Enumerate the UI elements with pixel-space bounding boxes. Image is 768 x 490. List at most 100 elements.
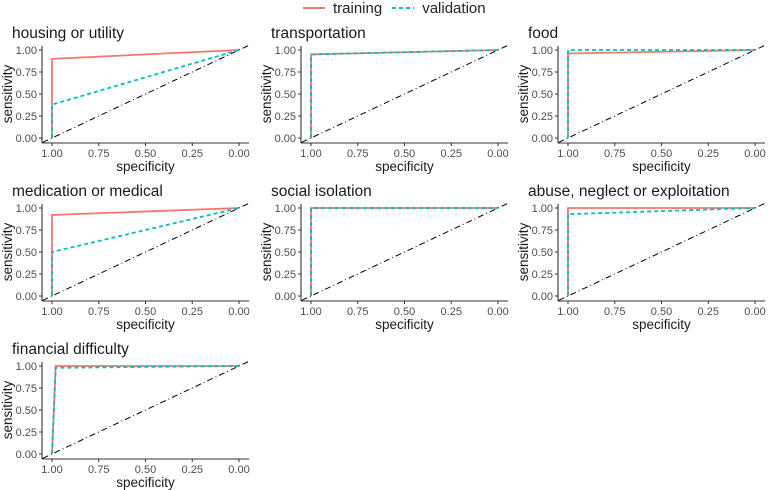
reference-diagonal	[42, 203, 249, 301]
y-tick-label: 0.50	[532, 89, 553, 101]
legend-key-validation	[392, 7, 415, 9]
roc-curve-validation	[51, 365, 240, 455]
x-tick-label: 0.00	[228, 148, 249, 160]
x-tick-label: 0.00	[487, 306, 508, 318]
x-axis-title: specificity	[632, 159, 691, 174]
x-tick-label: 0.25	[182, 306, 203, 318]
y-tick-label: 0.00	[16, 133, 37, 145]
x-axis-title: specificity	[116, 317, 175, 332]
legend-label-validation: validation	[422, 0, 486, 17]
x-tick-label: 0.50	[135, 148, 156, 160]
y-tick-label: 0.25	[16, 111, 37, 123]
x-axis-title: specificity	[375, 159, 434, 174]
y-tick-label: 1.00	[532, 203, 553, 215]
y-tick-label: 0.25	[532, 269, 553, 281]
x-tick-label: 1.00	[557, 148, 578, 160]
y-tick-label: 0.75	[16, 383, 37, 395]
y-tick-label: 1.00	[532, 45, 553, 57]
panel-financial-difficulty: financial difficulty 0.00 0.25 0.50 0.75 1.00…	[0, 341, 250, 490]
y-axis-title: sensitivity	[516, 64, 531, 123]
x-tick-label: 0.25	[698, 306, 719, 318]
y-tick-label: 0.00	[275, 291, 296, 303]
panel-title: transportation	[271, 25, 366, 42]
reference-diagonal	[301, 203, 508, 301]
y-tick-label: 0.25	[16, 427, 37, 439]
y-tick-label: 0.75	[16, 67, 37, 79]
y-tick-label: 1.00	[275, 45, 296, 57]
x-tick-label: 1.00	[300, 306, 321, 318]
x-tick-label: 1.00	[41, 464, 62, 476]
y-tick-label: 0.25	[275, 269, 296, 281]
x-axis-title: specificity	[116, 475, 175, 490]
y-tick-label: 1.00	[16, 203, 37, 215]
x-tick-label: 1.00	[557, 306, 578, 318]
reference-diagonal	[42, 361, 249, 459]
x-tick-label: 0.50	[651, 148, 672, 160]
y-tick-label: 0.75	[275, 225, 296, 237]
x-tick-label: 0.75	[347, 148, 368, 160]
x-tick-label: 0.50	[651, 306, 672, 318]
panel-food: food 0.00 0.25 0.50 0.75 1.00 1.00 0.75 0.50 0.25…	[516, 25, 766, 174]
y-tick-label: 0.00	[275, 133, 296, 145]
y-tick-label: 0.50	[275, 89, 296, 101]
x-tick-label: 0.75	[88, 306, 109, 318]
roc-curve-validation	[51, 207, 240, 296]
panel-title: medication or medical	[12, 183, 163, 200]
y-tick-label: 0.50	[275, 247, 296, 259]
y-tick-label: 0.25	[532, 111, 553, 123]
x-axis-title: specificity	[632, 317, 691, 332]
legend: training validation	[303, 0, 496, 17]
x-tick-label: 0.25	[182, 148, 203, 160]
x-tick-label: 0.00	[228, 306, 249, 318]
legend-key-training	[303, 7, 325, 9]
y-tick-label: 0.00	[532, 133, 553, 145]
x-tick-label: 0.00	[487, 148, 508, 160]
x-tick-label: 0.25	[698, 148, 719, 160]
panel-title: housing or utility	[12, 25, 124, 42]
y-tick-label: 1.00	[16, 361, 37, 373]
reference-diagonal	[558, 203, 765, 301]
y-tick-label: 0.25	[16, 269, 37, 281]
x-tick-label: 0.00	[744, 306, 765, 318]
panel-social-isolation: social isolation 0.00 0.25 0.50 0.75 1.00 1.00…	[259, 183, 509, 332]
x-tick-label: 0.50	[394, 148, 415, 160]
x-tick-label: 0.75	[88, 148, 109, 160]
reference-diagonal	[42, 45, 249, 143]
x-tick-label: 0.75	[347, 306, 368, 318]
roc-curve-training	[51, 49, 240, 138]
y-tick-label: 0.50	[532, 247, 553, 259]
roc-curve-validation	[567, 49, 755, 138]
panel-title: abuse, neglect or exploitation	[528, 183, 730, 200]
y-axis-title: sensitivity	[0, 380, 15, 439]
y-tick-label: 0.00	[16, 291, 37, 303]
roc-curve-validation	[51, 49, 240, 138]
panel-housing-or-utility: housing or utility 0.00 0.25 0.50 0.75 1.00 1.…	[0, 25, 250, 174]
y-tick-label: 0.00	[532, 291, 553, 303]
reference-diagonal	[301, 45, 508, 143]
y-tick-label: 0.75	[532, 67, 553, 79]
x-tick-label: 1.00	[300, 148, 321, 160]
y-tick-label: 0.50	[16, 247, 37, 259]
x-tick-label: 0.75	[604, 306, 625, 318]
y-tick-label: 1.00	[16, 45, 37, 57]
x-axis-title: specificity	[375, 317, 434, 332]
legend-item-validation: validation	[392, 0, 486, 17]
x-tick-label: 1.00	[41, 306, 62, 318]
x-tick-label: 0.00	[228, 464, 249, 476]
panel-title: social isolation	[271, 183, 372, 200]
roc-curve-training	[51, 207, 240, 296]
y-tick-label: 0.75	[16, 225, 37, 237]
panel-abuse-neglect-or-exploitation: abuse, neglect or exploitation 0.00 0.25 0.…	[516, 183, 766, 332]
y-tick-label: 0.75	[275, 67, 296, 79]
y-tick-label: 0.50	[16, 405, 37, 417]
reference-diagonal	[558, 45, 765, 143]
y-tick-label: 0.75	[532, 225, 553, 237]
x-tick-label: 0.25	[182, 464, 203, 476]
x-tick-label: 0.50	[394, 306, 415, 318]
y-tick-label: 0.00	[16, 449, 37, 461]
y-tick-label: 1.00	[275, 203, 296, 215]
x-tick-label: 0.00	[744, 148, 765, 160]
legend-item-training: training	[303, 0, 382, 17]
x-tick-label: 0.25	[441, 148, 462, 160]
